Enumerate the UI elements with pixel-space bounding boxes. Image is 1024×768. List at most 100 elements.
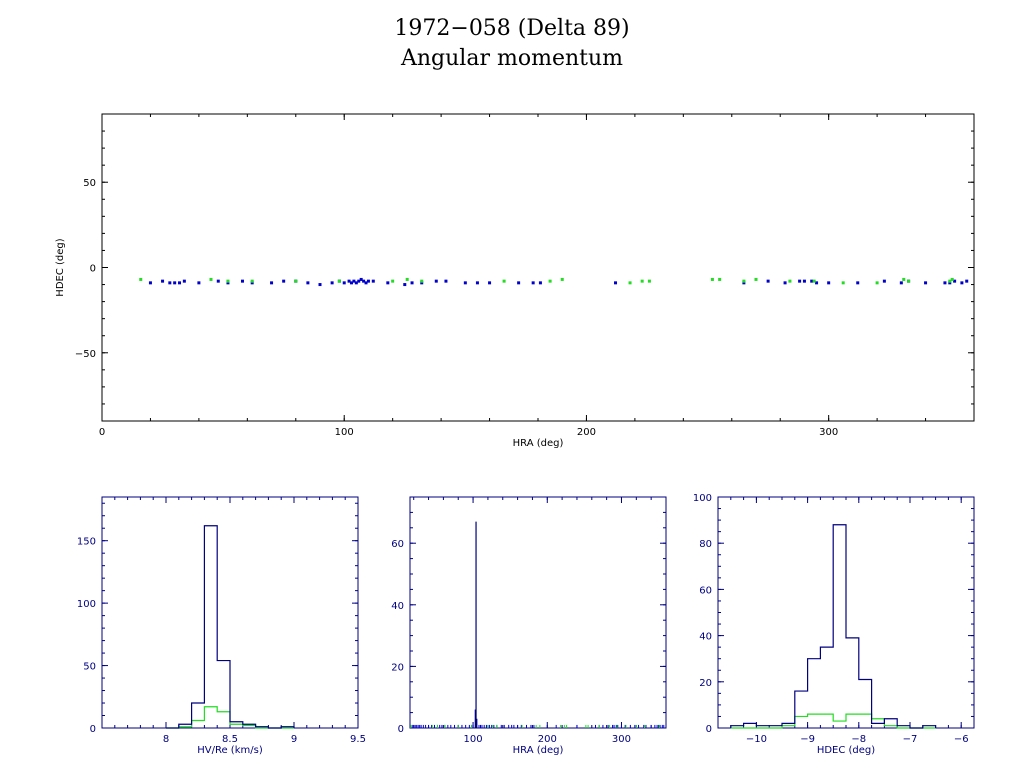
scatter-point	[798, 279, 802, 283]
scatter-point	[349, 281, 353, 285]
histogram-series-line	[166, 525, 295, 729]
scatter-point	[950, 277, 954, 281]
x-tick-label: 300	[819, 427, 838, 438]
scatter-point	[366, 279, 370, 283]
scatter-point	[403, 283, 407, 287]
scatter-point	[502, 279, 506, 283]
y-tick-label: 20	[391, 662, 404, 673]
scatter-point	[386, 281, 390, 285]
scatter-point	[841, 281, 845, 285]
y-tick-label: 100	[77, 599, 96, 610]
scatter-point	[318, 283, 322, 287]
scatter-point	[475, 281, 479, 285]
x-tick-label: −10	[746, 734, 767, 745]
y-tick-label: 40	[391, 601, 404, 612]
scatter-point	[306, 281, 310, 285]
scatter-point	[357, 279, 361, 283]
y-tick-label: 0	[90, 724, 96, 735]
scatter-point	[488, 281, 492, 285]
scatter-point	[139, 277, 143, 281]
scatter-point	[444, 279, 448, 283]
scatter-point	[226, 281, 230, 285]
x-tick-label: −7	[903, 734, 918, 745]
scatter-point	[178, 281, 182, 285]
x-tick-label: 200	[577, 427, 596, 438]
x-tick-label: 200	[538, 734, 557, 745]
y-tick-label: 60	[699, 585, 712, 596]
scatter-point	[270, 281, 274, 285]
scatter-point	[943, 281, 947, 285]
histogram-series-line	[730, 524, 937, 729]
scatter-point	[391, 279, 395, 283]
x-axis-label: HRA (deg)	[513, 438, 564, 449]
scatter-point	[538, 281, 542, 285]
scatter-point	[614, 281, 618, 285]
scatter-point	[640, 279, 644, 283]
y-tick-label: 0	[90, 264, 96, 275]
scatter-point	[161, 279, 165, 283]
scatter-point	[754, 277, 758, 281]
x-tick-label: 100	[335, 427, 354, 438]
scatter-point	[420, 279, 424, 283]
scatter-point	[647, 279, 651, 283]
scatter-point	[250, 281, 254, 285]
scatter-point	[560, 277, 564, 281]
scatter-point	[875, 281, 879, 285]
y-tick-label: 20	[699, 678, 712, 689]
scatter-point	[359, 277, 363, 281]
scatter-point	[405, 277, 409, 281]
scatter-point	[802, 279, 806, 283]
x-tick-label: 300	[612, 734, 631, 745]
scatter-point	[354, 281, 358, 285]
scatter-point	[517, 281, 521, 285]
scatter-point	[226, 279, 230, 283]
scatter-point	[420, 281, 424, 285]
x-tick-label: 8	[163, 734, 169, 745]
x-tick-label: 9	[291, 734, 297, 745]
scatter-point	[548, 279, 552, 283]
scatter-point	[810, 279, 814, 283]
scatter-point	[197, 281, 201, 285]
scatter-point	[948, 281, 952, 285]
x-tick-label: 9.5	[350, 734, 366, 745]
scatter-point	[371, 279, 375, 283]
scatter-point	[924, 281, 928, 285]
x-axis-label: HRA (deg)	[513, 745, 564, 756]
scatter-point	[294, 279, 298, 283]
scatter-point	[827, 281, 831, 285]
scatter-point	[342, 281, 346, 285]
y-tick-label: 40	[699, 632, 712, 643]
scatter-panel: 0 100 200 300 50 0 −50 HRA (deg) HDEC (deg)	[55, 113, 975, 449]
y-tick-label: 0	[706, 724, 712, 735]
scatter-point	[960, 281, 964, 285]
y-tick-label: 100	[693, 493, 712, 504]
title-line-2: Angular momentum	[401, 46, 623, 71]
scatter-point	[812, 279, 816, 283]
scatter-point	[337, 279, 341, 283]
scatter-point	[710, 277, 714, 281]
y-tick-label: 150	[77, 537, 96, 548]
scatter-point	[250, 279, 254, 283]
x-tick-label: 0	[99, 427, 105, 438]
scatter-point	[965, 279, 969, 283]
scatter-point	[434, 279, 438, 283]
scatter-point	[362, 279, 366, 283]
plot-frame	[101, 113, 975, 422]
x-axis-label: HV/Re (km/s)	[197, 745, 263, 756]
plot-frame	[409, 496, 667, 729]
scatter-point	[182, 279, 186, 283]
scatter-point	[148, 281, 152, 285]
histogram-hdec-panel: −10 −9 −8 −7 −6 0 20 40 60 80 100 HDEC (deg)	[693, 493, 975, 756]
x-tick-label: −8	[851, 734, 866, 745]
scatter-point	[330, 281, 334, 285]
scatter-point	[856, 281, 860, 285]
title-line-1: 1972−058 (Delta 89)	[394, 16, 630, 41]
scatter-point	[907, 279, 911, 283]
scatter-point	[463, 281, 467, 285]
scatter-point	[718, 277, 722, 281]
scatter-point	[216, 279, 220, 283]
scatter-point	[788, 279, 792, 283]
y-tick-label: −50	[75, 349, 96, 360]
scatter-point	[240, 279, 244, 283]
